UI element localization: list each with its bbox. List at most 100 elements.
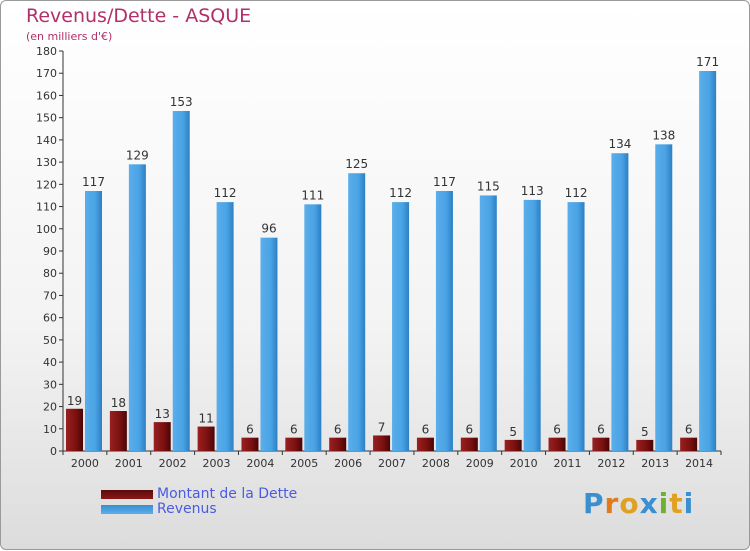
bar-revenus bbox=[216, 202, 234, 451]
y-tick-label: 40 bbox=[43, 356, 57, 369]
y-tick-label: 30 bbox=[43, 378, 57, 391]
data-label-revenus: 138 bbox=[652, 128, 675, 142]
bar-revenus bbox=[348, 173, 366, 451]
data-label-revenus: 115 bbox=[477, 179, 500, 193]
legend-swatch-dette bbox=[101, 490, 153, 499]
legend: Montant de la Dette Revenus bbox=[101, 487, 297, 517]
bar-dette bbox=[197, 426, 215, 451]
x-tick-label: 2007 bbox=[378, 457, 406, 470]
legend-item-revenus: Revenus bbox=[101, 502, 297, 517]
data-label-dette: 6 bbox=[597, 423, 605, 437]
bar-revenus bbox=[85, 191, 102, 451]
legend-label-dette: Montant de la Dette bbox=[157, 486, 298, 502]
data-label-revenus: 129 bbox=[126, 148, 149, 162]
bar-revenus bbox=[523, 199, 541, 451]
logo-letter: i bbox=[658, 487, 670, 520]
logo-letter: r bbox=[604, 487, 620, 520]
data-label-revenus: 134 bbox=[608, 137, 631, 151]
logo-letter: o bbox=[619, 487, 640, 520]
data-label-revenus: 112 bbox=[214, 186, 237, 200]
x-tick-label: 2005 bbox=[290, 457, 318, 470]
bar-revenus bbox=[128, 164, 146, 452]
bar-revenus bbox=[304, 204, 322, 451]
x-tick-label: 2009 bbox=[466, 457, 494, 470]
data-label-revenus: 112 bbox=[389, 186, 412, 200]
data-label-revenus: 171 bbox=[696, 55, 719, 69]
bar-revenus bbox=[392, 202, 410, 451]
x-tick-label: 2013 bbox=[641, 457, 669, 470]
data-label-revenus: 125 bbox=[345, 157, 368, 171]
y-tick-label: 130 bbox=[36, 156, 57, 169]
data-label-dette: 19 bbox=[67, 394, 82, 408]
logo-letter: P bbox=[583, 487, 605, 520]
y-tick-label: 70 bbox=[43, 289, 57, 302]
data-label-revenus: 153 bbox=[170, 95, 193, 109]
bar-dette bbox=[548, 437, 566, 451]
bar-dette bbox=[460, 437, 478, 451]
bar-dette bbox=[109, 411, 127, 451]
data-label-dette: 6 bbox=[553, 423, 561, 437]
data-label-dette: 11 bbox=[198, 412, 213, 426]
legend-swatch-revenus bbox=[101, 505, 153, 514]
x-tick-label: 2014 bbox=[685, 457, 713, 470]
y-tick-label: 60 bbox=[43, 312, 57, 325]
y-tick-label: 0 bbox=[50, 445, 57, 458]
y-tick-label: 50 bbox=[43, 334, 57, 347]
data-label-dette: 7 bbox=[378, 420, 386, 434]
y-tick-label: 160 bbox=[36, 89, 57, 102]
x-tick-label: 2004 bbox=[246, 457, 274, 470]
data-label-dette: 6 bbox=[422, 423, 430, 437]
legend-label-revenus: Revenus bbox=[157, 501, 217, 517]
data-labels-group: 19 117 18 129 13 153 11 112 6 96 6 111 6 125 7 112 6 117 6… bbox=[67, 55, 719, 439]
data-label-dette: 5 bbox=[641, 425, 649, 439]
bar-revenus bbox=[172, 111, 190, 451]
data-label-revenus: 117 bbox=[82, 175, 105, 189]
bar-revenus bbox=[699, 71, 717, 451]
bar-dette bbox=[504, 439, 522, 451]
axes-group: 0 10 20 30 40 50 60 70 80 90 100 110 120 130 140 150 160… bbox=[36, 45, 722, 470]
bar-revenus bbox=[655, 144, 673, 452]
data-label-dette: 6 bbox=[685, 423, 693, 437]
bar-dette bbox=[416, 437, 434, 451]
x-tick-label: 2002 bbox=[159, 457, 187, 470]
data-label-dette: 13 bbox=[155, 407, 170, 421]
bar-dette bbox=[680, 437, 698, 451]
data-label-dette: 6 bbox=[290, 423, 298, 437]
y-tick-label: 140 bbox=[36, 134, 57, 147]
logo-letter: t bbox=[669, 487, 684, 520]
bar-dette bbox=[153, 422, 171, 451]
x-tick-label: 2000 bbox=[71, 457, 99, 470]
y-tick-label: 10 bbox=[43, 423, 57, 436]
bar-dette bbox=[373, 435, 391, 451]
data-label-revenus: 96 bbox=[261, 222, 276, 236]
x-tick-label: 2008 bbox=[422, 457, 450, 470]
chart-title: Revenus/Dette - ASQUE bbox=[26, 5, 252, 27]
bar-dette bbox=[592, 437, 610, 451]
bar-dette bbox=[241, 437, 259, 451]
x-tick-label: 2006 bbox=[334, 457, 362, 470]
bar-revenus bbox=[567, 202, 585, 451]
bar-dette bbox=[329, 437, 347, 451]
bar-dette bbox=[285, 437, 303, 451]
x-tick-label: 2010 bbox=[510, 457, 538, 470]
logo-letter: x bbox=[639, 487, 659, 520]
x-tick-label: 2011 bbox=[553, 457, 581, 470]
data-label-dette: 6 bbox=[465, 423, 473, 437]
data-label-revenus: 113 bbox=[521, 184, 544, 198]
data-label-revenus: 111 bbox=[301, 188, 324, 202]
y-tick-label: 150 bbox=[36, 112, 57, 125]
x-tick-label: 2012 bbox=[597, 457, 625, 470]
data-label-revenus: 112 bbox=[565, 186, 588, 200]
y-tick-label: 180 bbox=[36, 45, 57, 58]
y-tick-label: 100 bbox=[36, 223, 57, 236]
data-label-revenus: 117 bbox=[433, 175, 456, 189]
x-tick-label: 2003 bbox=[203, 457, 231, 470]
data-label-dette: 5 bbox=[509, 425, 517, 439]
logo-letter: i bbox=[683, 487, 695, 520]
y-tick-label: 20 bbox=[43, 401, 57, 414]
data-label-dette: 6 bbox=[334, 423, 342, 437]
legend-item-dette: Montant de la Dette bbox=[101, 487, 297, 502]
y-tick-label: 90 bbox=[43, 245, 57, 258]
